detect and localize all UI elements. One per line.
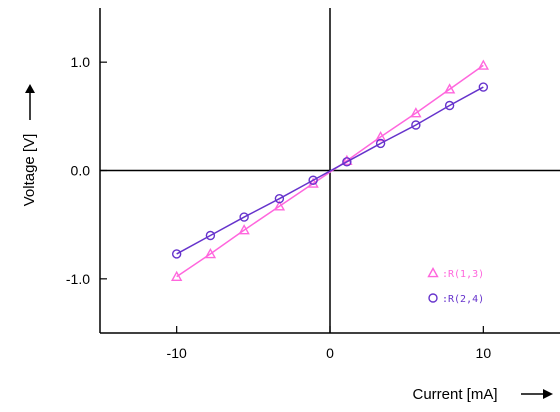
series-1-point [170,270,183,281]
series-2-point [478,82,489,92]
y-tick-label: 0.0 [71,163,91,179]
series-2-point [239,212,249,222]
series-2-point [274,193,285,204]
x-tick-label: -10 [167,345,187,361]
series-2-point [342,157,352,167]
legend-label-1: :R(1,3) [442,269,484,280]
legend-marker-1 [427,267,439,278]
legend: :R(1,3) :R(2,4) [427,267,484,305]
series-2-point [411,120,421,130]
series-2 [171,82,489,259]
series-1-point [374,130,387,142]
x-axis-title-group: Current [mA] [412,386,553,403]
x-axis-arrowhead [543,389,553,399]
y-tick-label: 1.0 [71,54,91,70]
series-2-point [171,249,182,259]
series-1-point [443,83,456,94]
series-1-point [477,59,490,70]
y-axis-arrowhead [25,84,35,93]
series-2-point [444,100,455,111]
series-2-line [176,86,484,255]
x-axis-title: Current [mA] [412,386,497,403]
y-tick-label: -1.0 [66,271,90,287]
series-2-point [375,138,386,149]
legend-label-2: :R(2,4) [442,294,484,305]
series-1-line [176,64,484,278]
series-1-point [204,247,217,259]
series-layer [170,59,490,281]
series-1-point [410,107,422,118]
y-axis-title: Voltage [V] [21,134,38,207]
series-1-point [238,224,250,235]
series-2-point [308,175,318,185]
x-tick-label: 10 [476,345,492,361]
series-2-point [205,230,216,241]
ticks: -10 0 10 -1.0 0.0 1.0 [66,54,491,361]
x-tick-label: 0 [326,345,334,361]
y-axis-title-group: Voltage [V] [21,84,38,206]
legend-marker-2 [428,293,438,303]
series-1-point [273,200,286,211]
